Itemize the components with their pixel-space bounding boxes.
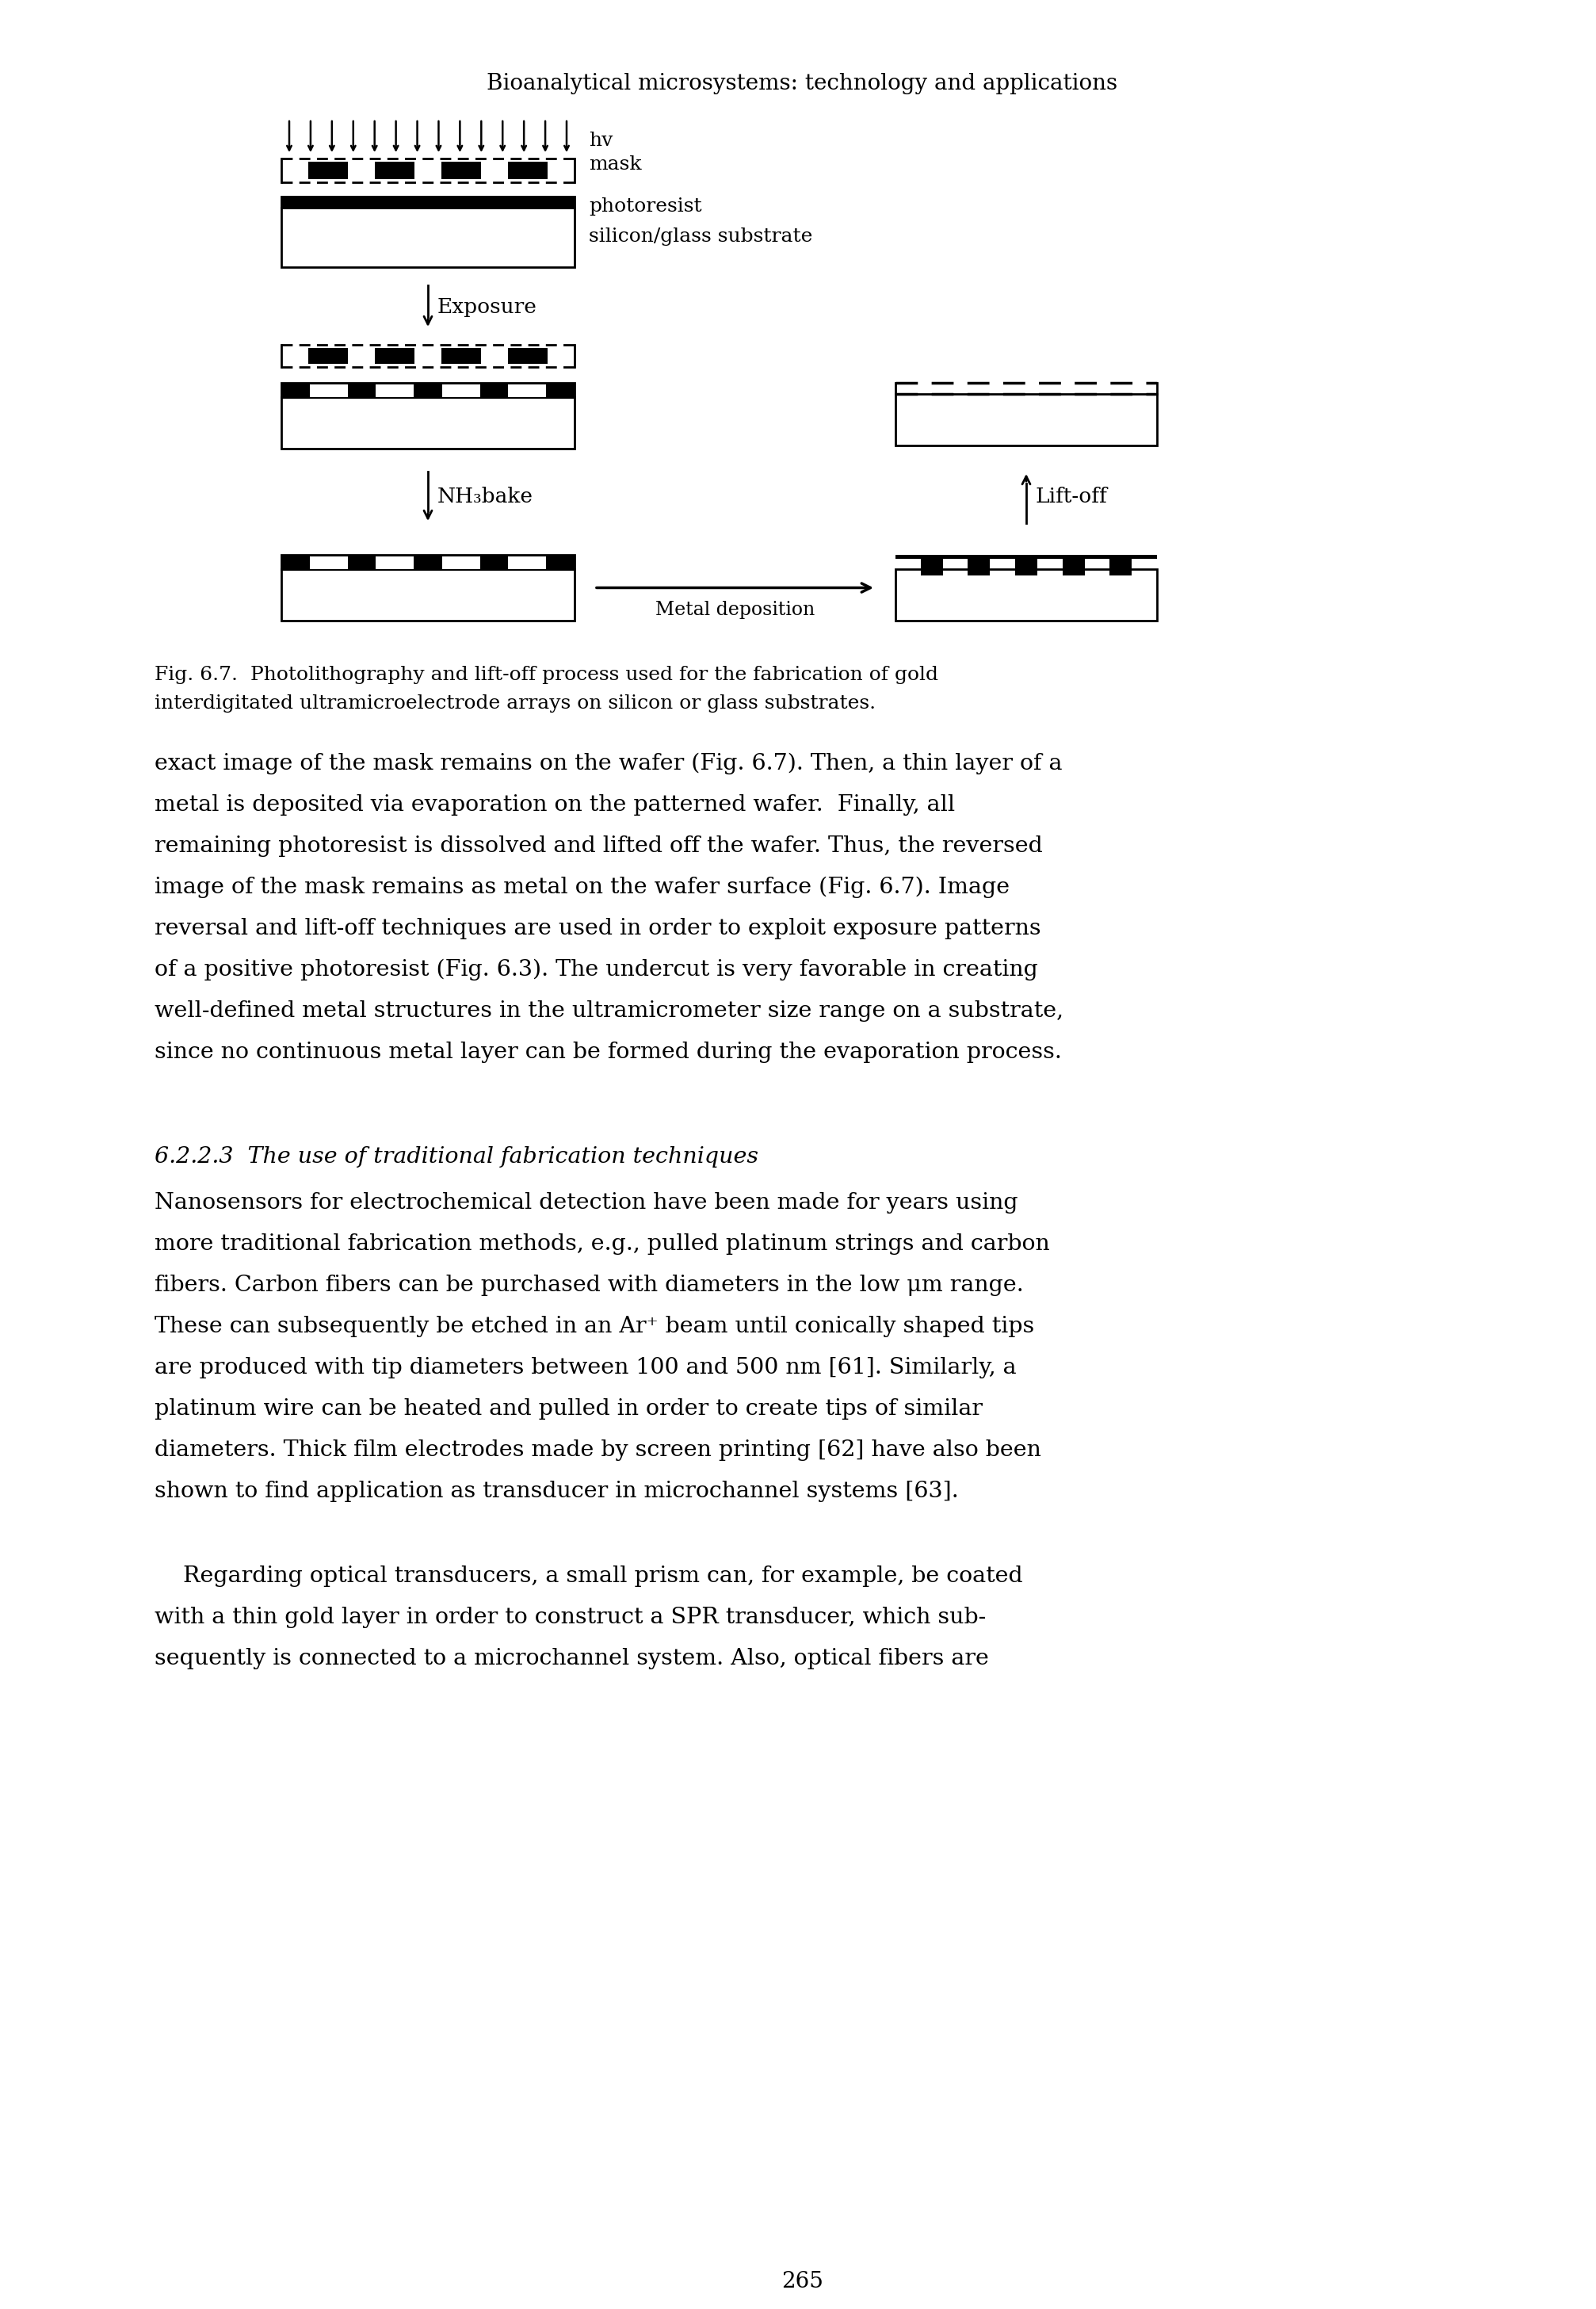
- Bar: [1015, 554, 1037, 575]
- Bar: [508, 383, 546, 397]
- Text: are produced with tip diameters between 100 and 500 nm [61]. Similarly, a: are produced with tip diameters between …: [155, 1358, 1017, 1378]
- Bar: [375, 162, 415, 180]
- Text: exact image of the mask remains on the wafer (Fig. 6.7). Then, a thin layer of a: exact image of the mask remains on the w…: [155, 753, 1061, 776]
- Bar: [508, 349, 547, 365]
- Bar: [440, 162, 480, 180]
- Text: Metal deposition: Metal deposition: [654, 600, 814, 619]
- Text: 6.2.2.3  The use of traditional fabrication techniques: 6.2.2.3 The use of traditional fabricati…: [155, 1145, 758, 1168]
- Bar: [281, 397, 575, 448]
- Text: sequently is connected to a microchannel system. Also, optical fibers are: sequently is connected to a microchannel…: [155, 1649, 988, 1669]
- Text: Nanosensors for electrochemical detection have been made for years using: Nanosensors for electrochemical detectio…: [155, 1191, 1018, 1215]
- Text: metal is deposited via evaporation on the patterned wafer.  Finally, all: metal is deposited via evaporation on th…: [155, 794, 954, 815]
- Bar: [281, 554, 575, 568]
- Bar: [281, 208, 575, 268]
- Bar: [375, 383, 413, 397]
- Text: reversal and lift-off techniques are used in order to exploit exposure patterns: reversal and lift-off techniques are use…: [155, 919, 1041, 940]
- Text: mask: mask: [589, 155, 642, 173]
- Text: hv: hv: [589, 132, 613, 150]
- Text: Exposure: Exposure: [437, 298, 536, 316]
- Text: interdigitated ultramicroelectrode arrays on silicon or glass substrates.: interdigitated ultramicroelectrode array…: [155, 695, 875, 713]
- Text: photoresist: photoresist: [589, 199, 702, 217]
- Bar: [310, 383, 348, 397]
- Text: remaining photoresist is dissolved and lifted off the wafer. Thus, the reversed: remaining photoresist is dissolved and l…: [155, 836, 1042, 857]
- Text: Fig. 6.7.  Photolithography and lift-off process used for the fabrication of gol: Fig. 6.7. Photolithography and lift-off …: [155, 665, 938, 683]
- Bar: [1109, 554, 1132, 575]
- Bar: [310, 556, 348, 568]
- Text: shown to find application as transducer in microchannel systems [63].: shown to find application as transducer …: [155, 1480, 958, 1503]
- Bar: [442, 383, 480, 397]
- Bar: [508, 162, 547, 180]
- Text: platinum wire can be heated and pulled in order to create tips of similar: platinum wire can be heated and pulled i…: [155, 1399, 982, 1420]
- Bar: [308, 349, 348, 365]
- Text: Bioanalytical microsystems: technology and applications: Bioanalytical microsystems: technology a…: [487, 74, 1117, 95]
- Bar: [281, 196, 575, 208]
- Text: Lift-off: Lift-off: [1036, 487, 1108, 508]
- Bar: [375, 349, 415, 365]
- Text: silicon/glass substrate: silicon/glass substrate: [589, 226, 812, 245]
- Text: NH₃bake: NH₃bake: [437, 487, 533, 508]
- Text: well-defined metal structures in the ultramicrometer size range on a substrate,: well-defined metal structures in the ult…: [155, 1000, 1063, 1021]
- Bar: [281, 383, 575, 397]
- Bar: [895, 568, 1157, 621]
- Text: image of the mask remains as metal on the wafer surface (Fig. 6.7). Image: image of the mask remains as metal on th…: [155, 877, 1009, 898]
- Bar: [1061, 554, 1084, 575]
- Bar: [440, 349, 480, 365]
- Text: These can subsequently be etched in an Ar⁺ beam until conically shaped tips: These can subsequently be etched in an A…: [155, 1316, 1034, 1337]
- Bar: [967, 554, 990, 575]
- Bar: [508, 556, 546, 568]
- Bar: [281, 568, 575, 621]
- Bar: [895, 395, 1157, 446]
- Text: diameters. Thick film electrodes made by screen printing [62] have also been: diameters. Thick film electrodes made by…: [155, 1439, 1041, 1462]
- Text: fibers. Carbon fibers can be purchased with diameters in the low μm range.: fibers. Carbon fibers can be purchased w…: [155, 1275, 1023, 1295]
- Bar: [375, 556, 413, 568]
- Text: of a positive photoresist (Fig. 6.3). The undercut is very favorable in creating: of a positive photoresist (Fig. 6.3). Th…: [155, 958, 1037, 981]
- Text: Regarding optical transducers, a small prism can, for example, be coated: Regarding optical transducers, a small p…: [155, 1566, 1023, 1586]
- Bar: [895, 554, 1157, 559]
- Text: since no continuous metal layer can be formed during the evaporation process.: since no continuous metal layer can be f…: [155, 1041, 1061, 1062]
- Text: 265: 265: [780, 2272, 824, 2293]
- Bar: [308, 162, 348, 180]
- Text: more traditional fabrication methods, e.g., pulled platinum strings and carbon: more traditional fabrication methods, e.…: [155, 1233, 1049, 1254]
- Text: with a thin gold layer in order to construct a SPR transducer, which sub-: with a thin gold layer in order to const…: [155, 1607, 985, 1628]
- Bar: [442, 556, 480, 568]
- Bar: [921, 554, 942, 575]
